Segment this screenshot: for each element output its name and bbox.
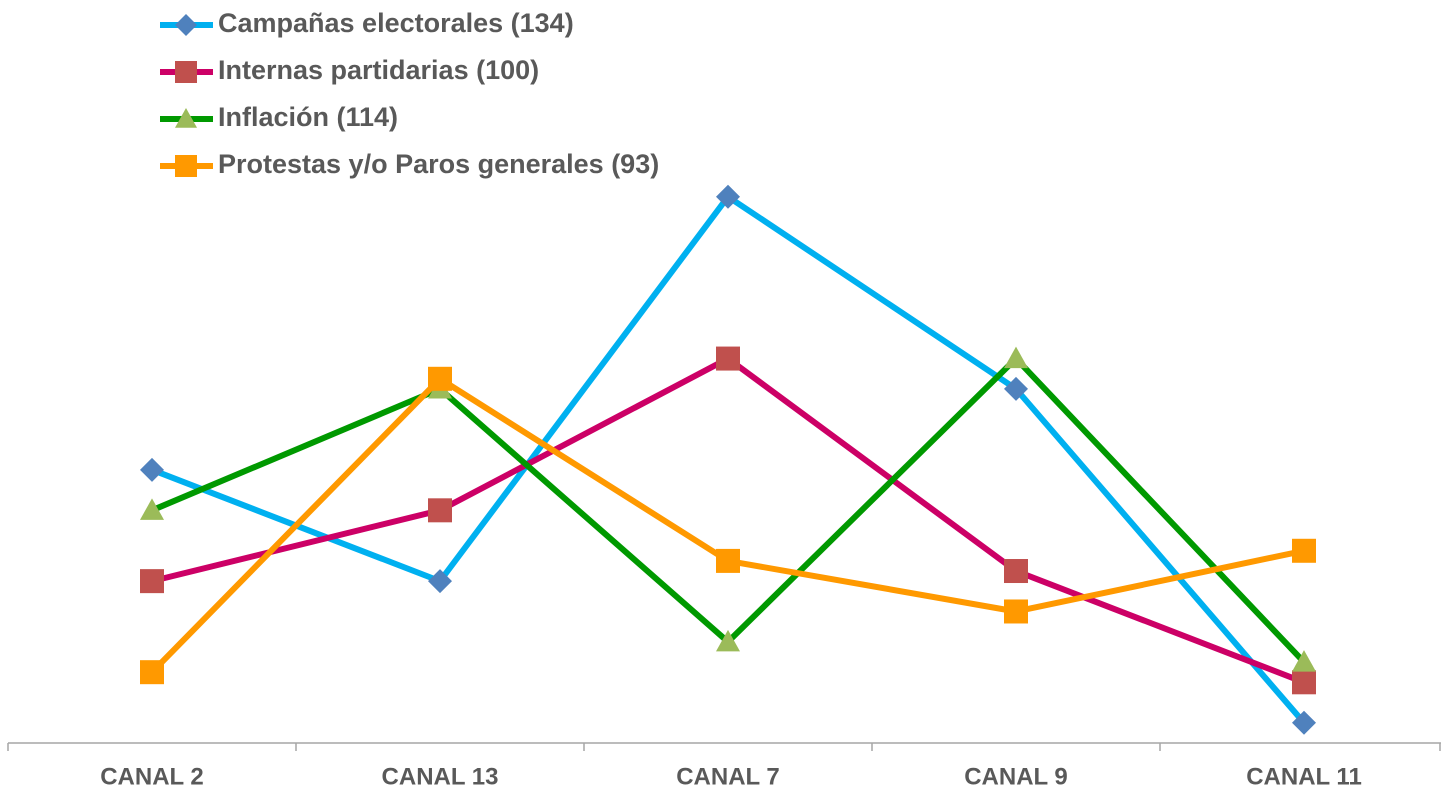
marker (428, 366, 452, 391)
marker (428, 569, 452, 594)
marker (428, 498, 452, 523)
marker (1292, 650, 1316, 672)
legend-label: Campañas electorales (134) (218, 8, 574, 38)
marker (716, 184, 740, 209)
marker (716, 629, 740, 652)
marker (1292, 670, 1316, 695)
x-tick-label: CANAL 2 (100, 763, 204, 790)
legend-marker (175, 155, 197, 177)
legend-marker (175, 14, 197, 36)
legend-marker (175, 61, 197, 83)
x-tick-label: CANAL 13 (382, 763, 499, 790)
legend-label: Internas partidarias (100) (218, 55, 539, 85)
marker (140, 569, 164, 594)
x-tick-label: CANAL 9 (964, 763, 1068, 790)
x-tick-label: CANAL 7 (676, 763, 780, 790)
marker (716, 548, 740, 573)
marker (1004, 346, 1028, 369)
marker (1004, 559, 1028, 584)
marker (1292, 710, 1316, 735)
x-tick-label: CANAL 11 (1246, 763, 1362, 790)
marker (1004, 599, 1028, 624)
marker (140, 660, 164, 685)
marker (716, 346, 740, 371)
marker (140, 498, 164, 520)
legend-label: Protestas y/o Paros generales (93) (218, 149, 659, 179)
marker (1004, 376, 1028, 401)
legend-marker (175, 108, 197, 128)
marker (1292, 538, 1316, 563)
marker (140, 457, 164, 482)
legend-label: Inflación (114) (218, 102, 398, 132)
